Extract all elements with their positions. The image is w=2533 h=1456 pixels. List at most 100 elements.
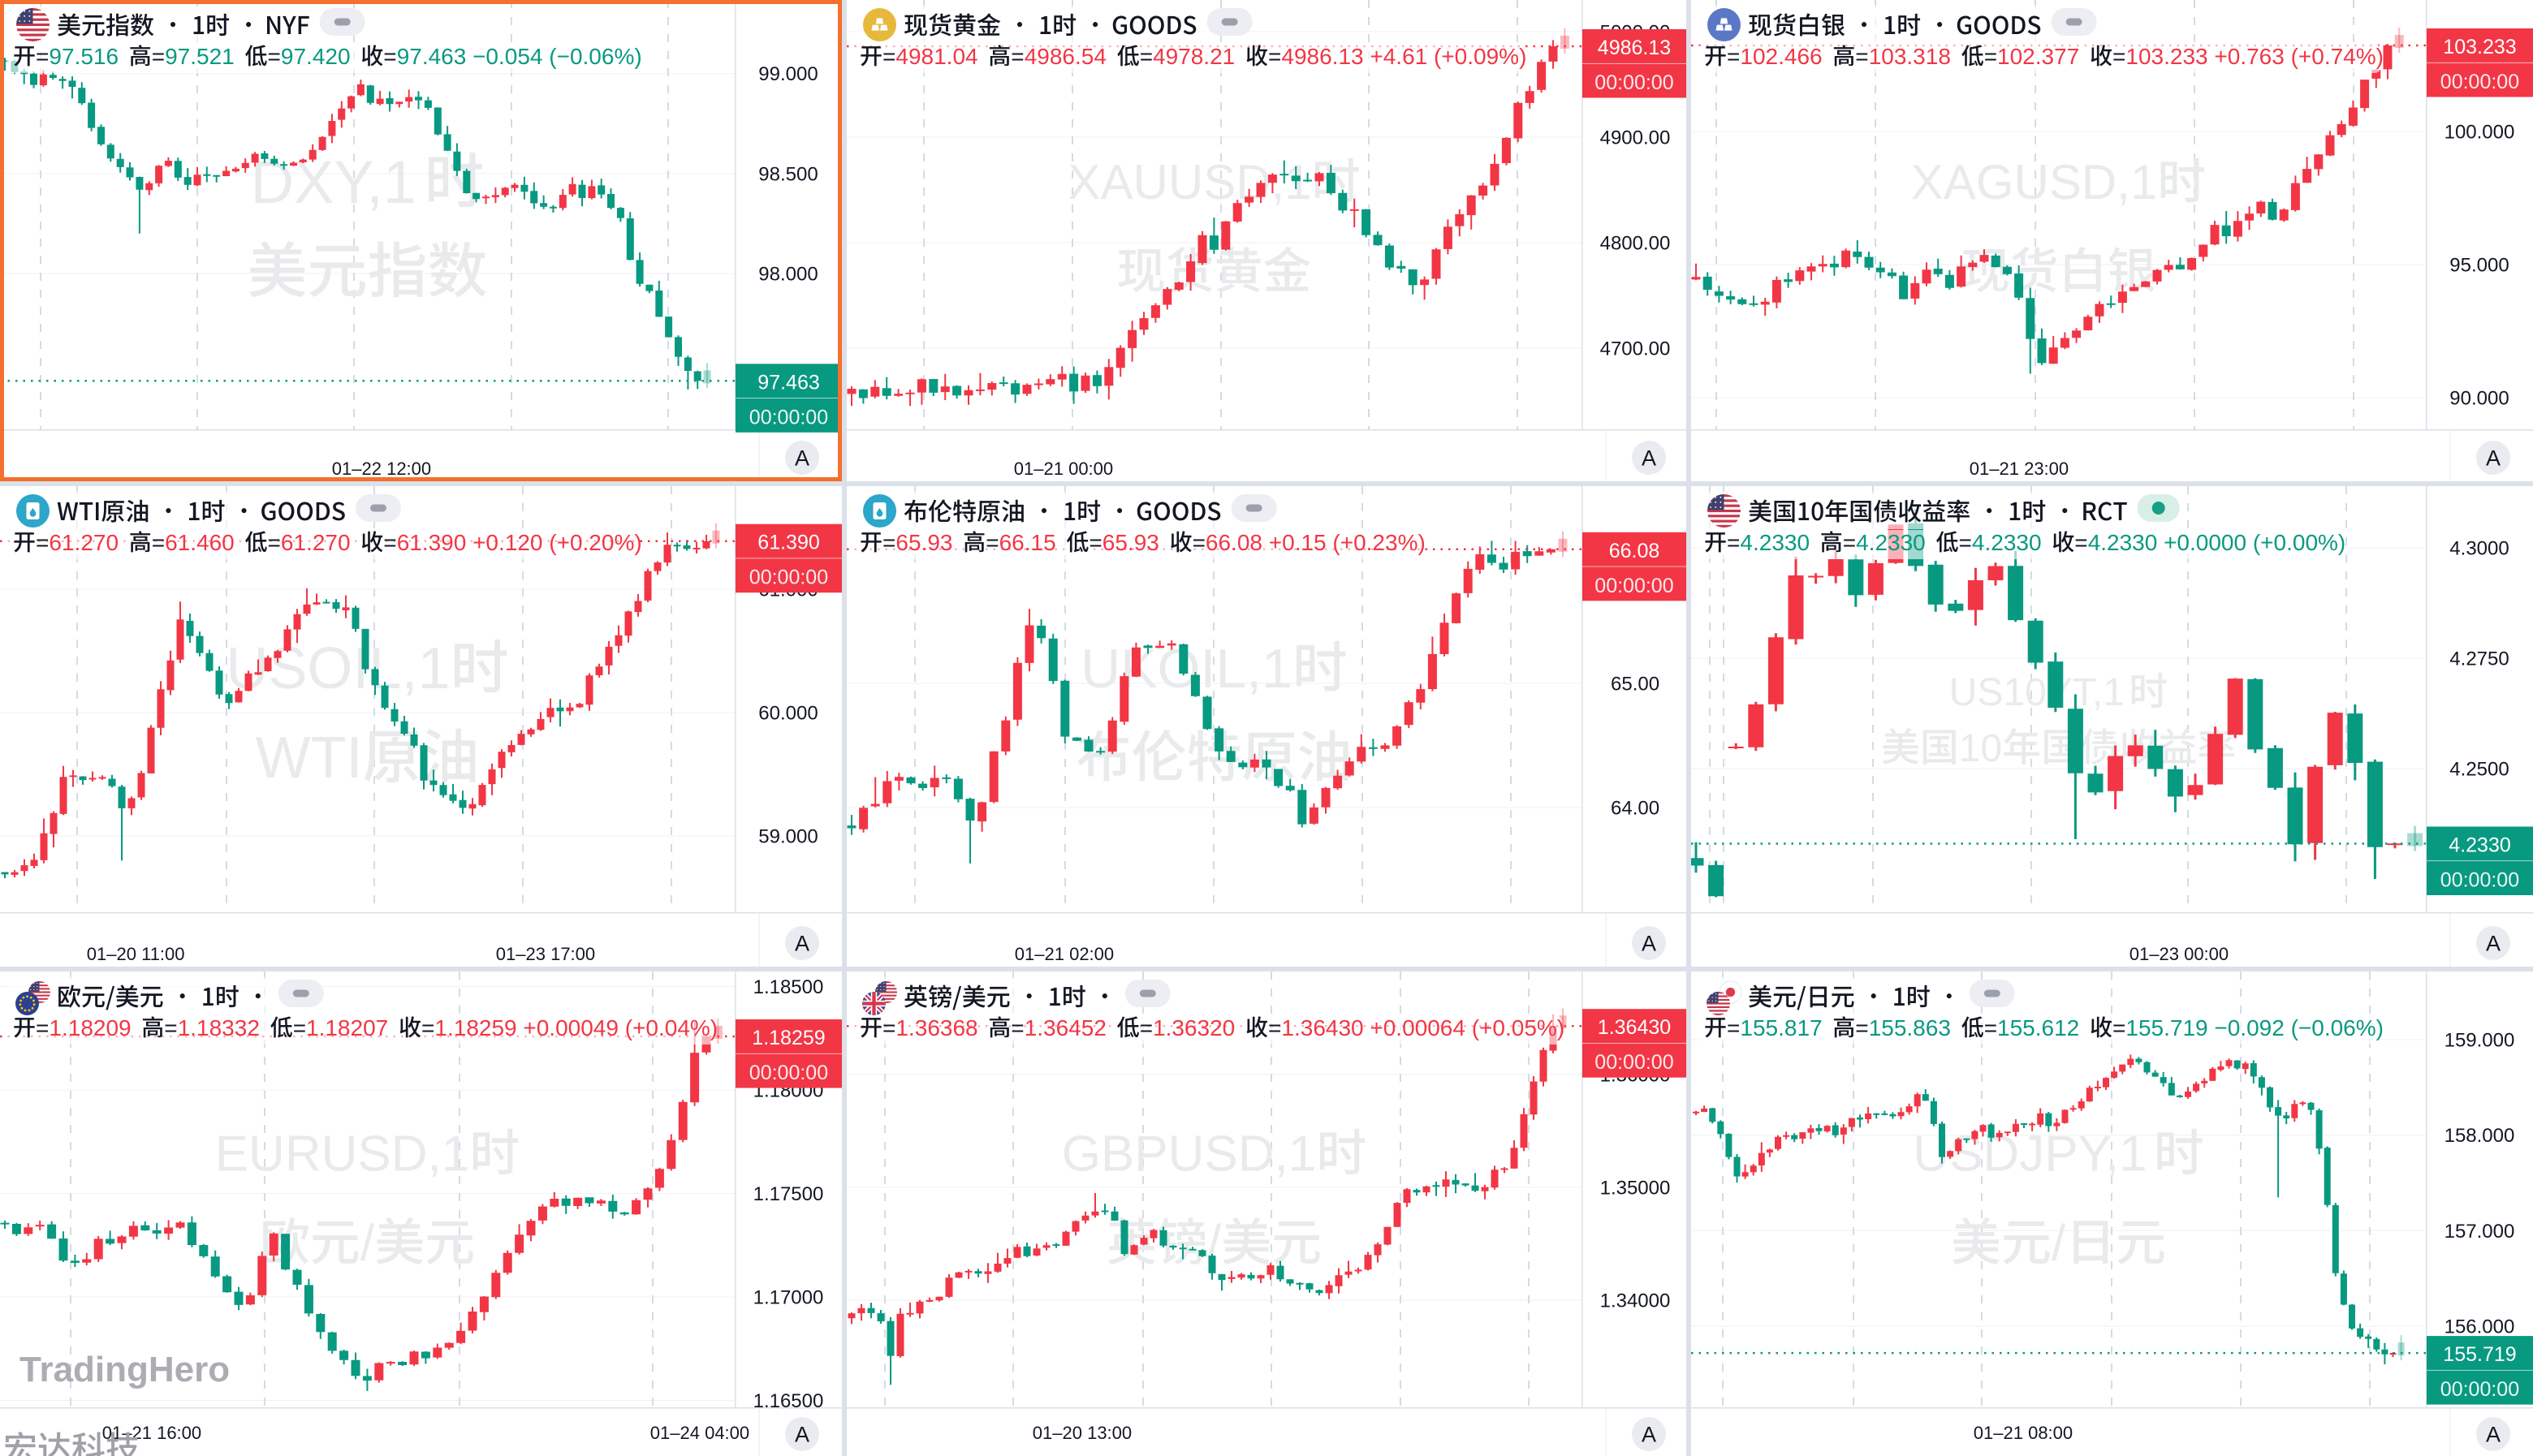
svg-text:156.000: 156.000 [2445,1316,2515,1338]
svg-text:61.270: 61.270 [281,530,351,555]
svg-text:XAGUSD,1: XAGUSD,1 [1911,155,2157,209]
svg-text:01–22 12:00: 01–22 12:00 [332,459,431,479]
svg-text:1.17000: 1.17000 [753,1287,824,1309]
svg-text:01–21 23:00: 01–21 23:00 [1970,459,2069,479]
svg-text:4.2330: 4.2330 [1740,530,1810,555]
svg-text:61.390: 61.390 [397,530,467,555]
svg-text:1.18207: 1.18207 [306,1015,388,1040]
svg-text:=: = [1727,530,1740,555]
svg-text:=: = [1140,44,1153,69]
svg-text:+0.15 (+0.23%): +0.15 (+0.23%) [1262,530,1426,555]
svg-text:=: = [1089,530,1102,555]
svg-text:EURUSD,1: EURUSD,1 [215,1126,470,1182]
svg-text:97.463: 97.463 [397,44,467,69]
svg-text:+0.00064 (+0.05%): +0.00064 (+0.05%) [1364,1015,1565,1040]
svg-text:−0.054 (−0.06%): −0.054 (−0.06%) [466,44,641,69]
svg-text:A: A [1642,932,1656,956]
svg-text:=: = [882,44,895,69]
svg-text:01–21 00:00: 01–21 00:00 [1014,459,1113,479]
svg-text:+0.763 (+0.74%): +0.763 (+0.74%) [2208,44,2384,69]
svg-text:65.93: 65.93 [895,530,952,555]
svg-text:61.390: 61.390 [757,532,819,554]
svg-text:4800.00: 4800.00 [1600,233,1671,255]
svg-text:00:00:00: 00:00:00 [1594,1051,1673,1074]
svg-text:4986.54: 4986.54 [1025,44,1107,69]
svg-text:TradingHero: TradingHero [19,1350,230,1389]
svg-text:61.460: 61.460 [165,530,235,555]
svg-text:1.18259: 1.18259 [752,1027,825,1049]
svg-text:=: = [152,530,165,555]
svg-text:1.34000: 1.34000 [1600,1290,1671,1312]
svg-text:00:00:00: 00:00:00 [1594,575,1673,597]
svg-text:01–23 00:00: 01–23 00:00 [2130,944,2229,964]
svg-text:103.233: 103.233 [2125,44,2207,69]
svg-text:/: / [2052,1216,2066,1272]
svg-text:A: A [795,1423,809,1447]
svg-text:1.17500: 1.17500 [753,1183,824,1205]
svg-text:97.420: 97.420 [281,44,351,69]
svg-text:=: = [2074,530,2087,555]
svg-text:1.18259: 1.18259 [434,1015,516,1040]
svg-text:−0.092 (−0.06%): −0.092 (−0.06%) [2208,1015,2384,1040]
svg-text:65.93: 65.93 [1103,530,1159,555]
svg-text:1.18332: 1.18332 [178,1015,260,1040]
svg-text:=: = [293,1015,306,1040]
svg-text:DXY,1: DXY,1 [251,149,416,216]
svg-text:97.516: 97.516 [49,44,119,69]
svg-text:102.466: 102.466 [1740,44,1822,69]
svg-text:=: = [882,530,895,555]
svg-text:01–21 02:00: 01–21 02:00 [1015,944,1114,964]
svg-text:=: = [1843,530,1856,555]
svg-text:=: = [1268,44,1281,69]
svg-text:66.15: 66.15 [999,530,1056,555]
svg-text:1.36368: 1.36368 [895,1015,977,1040]
svg-text:4.2330: 4.2330 [2449,834,2510,857]
svg-text:=: = [882,1015,895,1040]
svg-text:60.000: 60.000 [758,703,818,725]
svg-text:=: = [1984,1015,1997,1040]
svg-text:00:00:00: 00:00:00 [1594,71,1673,94]
svg-text:00:00:00: 00:00:00 [749,406,828,429]
svg-text:1.35000: 1.35000 [1600,1178,1671,1200]
svg-text:102.377: 102.377 [1997,44,2079,69]
svg-text:4986.13: 4986.13 [1281,44,1363,69]
svg-text:4.2500: 4.2500 [2449,759,2509,781]
svg-text:=: = [1011,44,1024,69]
svg-text:US10YT,1: US10YT,1 [1949,671,2125,714]
svg-text:4986.13: 4986.13 [1598,37,1671,59]
svg-text:155.719: 155.719 [2125,1015,2207,1040]
svg-text:1.36452: 1.36452 [1025,1015,1107,1040]
svg-text:61.270: 61.270 [49,530,119,555]
svg-text:=: = [268,530,281,555]
svg-text:=: = [1984,44,1997,69]
svg-text:90.000: 90.000 [2449,388,2509,410]
svg-text:A: A [1642,1423,1656,1447]
svg-text:A: A [2486,932,2501,956]
svg-text:158.000: 158.000 [2445,1125,2515,1147]
svg-text:66.08: 66.08 [1609,540,1660,562]
svg-text:4981.04: 4981.04 [895,44,977,69]
svg-text:1.18500: 1.18500 [753,976,824,998]
svg-text:103.233: 103.233 [2443,36,2516,58]
svg-text:=: = [36,1015,49,1040]
svg-text:A: A [1642,446,1656,471]
svg-text:01–23 17:00: 01–23 17:00 [496,944,595,964]
svg-text:64.00: 64.00 [1611,798,1659,820]
svg-text:95.000: 95.000 [2449,255,2509,277]
svg-text:157.000: 157.000 [2445,1221,2515,1243]
svg-text:1.16500: 1.16500 [753,1390,824,1412]
svg-text:98.500: 98.500 [758,163,818,185]
svg-text:100.000: 100.000 [2445,122,2515,144]
svg-text:/: / [360,1216,375,1272]
svg-text:155.863: 155.863 [1869,1015,1951,1040]
svg-text:4.2750: 4.2750 [2449,648,2509,670]
svg-text:=: = [1959,530,1972,555]
svg-text:+0.0000 (+0.00%): +0.0000 (+0.00%) [2157,530,2345,555]
svg-text:00:00:00: 00:00:00 [2440,869,2519,892]
svg-text:+0.00049 (+0.04%): +0.00049 (+0.04%) [517,1015,718,1040]
svg-text:4.2330: 4.2330 [1856,530,1926,555]
svg-text:10: 10 [1959,727,2002,770]
svg-text:=: = [164,1015,177,1040]
svg-text:4.2330: 4.2330 [1972,530,2042,555]
svg-text:=: = [36,44,49,69]
